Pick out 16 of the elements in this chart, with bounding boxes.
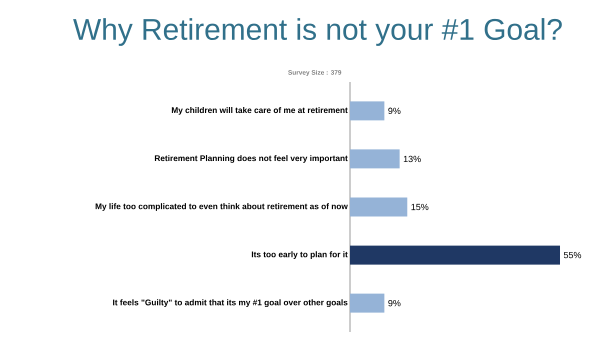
bar bbox=[350, 246, 560, 265]
bar bbox=[350, 294, 384, 313]
y-tick-label: Its too early to plan for it bbox=[252, 251, 348, 259]
y-tick-label: My children will take care of me at retirement bbox=[172, 107, 348, 115]
chart-title: Why Retirement is not your #1 Goal? bbox=[73, 18, 562, 46]
y-tick-label: It feels "Guilty" to admit that its my #1 goal over other goals bbox=[113, 299, 348, 308]
data-label: 55% bbox=[564, 252, 582, 258]
y-tick-label: Retirement Planning does not feel very important bbox=[154, 155, 348, 163]
bar bbox=[350, 149, 400, 168]
data-label: 9% bbox=[388, 300, 401, 306]
data-label: 9% bbox=[388, 108, 401, 114]
data-label: 15% bbox=[411, 204, 428, 210]
y-tick-label: My life too complicated to even think about retirement as of now bbox=[96, 203, 348, 211]
data-label: 13% bbox=[404, 156, 421, 162]
bar bbox=[350, 101, 384, 120]
bar bbox=[350, 198, 408, 217]
